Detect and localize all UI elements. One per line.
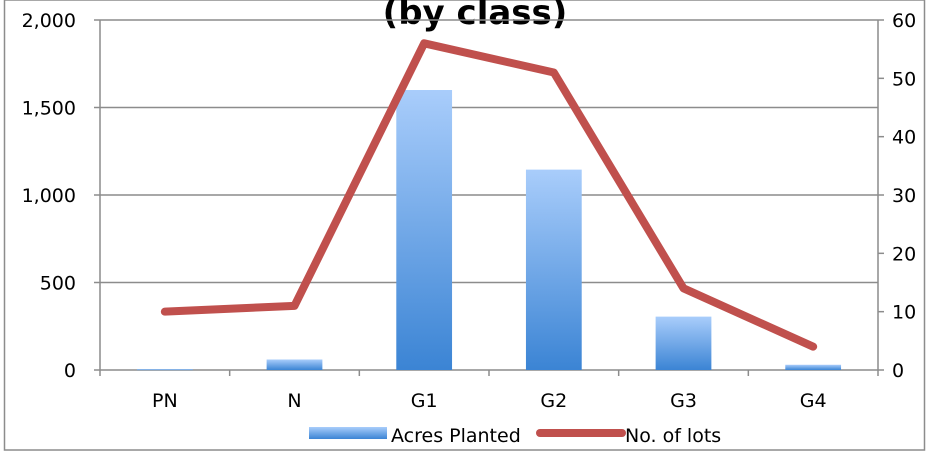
bar-N [267, 360, 323, 371]
y-right-tick-label-3: 30 [892, 185, 916, 207]
y-left-tick-label-4: 2,000 [22, 10, 76, 32]
x-tick-label-N: N [287, 390, 301, 412]
tick-labels: 0 500 1,000 1,500 2,000 0 10 20 30 40 50 60 PN N G1 G2 G… [22, 10, 917, 412]
y-right-tick-label-2: 20 [892, 243, 916, 265]
x-tick-label-PN: PN [152, 390, 178, 412]
y-left-tick-label-2: 1,000 [22, 185, 76, 207]
y-right-tick-label-4: 40 [892, 127, 916, 149]
x-tick-label-G3: G3 [670, 390, 697, 412]
bar-G1 [396, 90, 452, 370]
x-tick-label-G4: G4 [800, 390, 827, 412]
bar-G3 [656, 317, 712, 370]
legend-label-acres-planted: Acres Planted [391, 425, 521, 447]
y-right-tick-label-5: 50 [892, 68, 916, 90]
y-left-tick-label-1: 500 [40, 273, 76, 295]
legend-label-no-of-lots: No. of lots [625, 425, 721, 447]
y-left-tick-label-3: 1,500 [22, 98, 76, 120]
x-tick-label-G2: G2 [540, 390, 567, 412]
y-right-tick-label-6: 60 [892, 10, 916, 32]
legend: Acres Planted No. of lots [309, 425, 721, 447]
bar-G2 [526, 170, 582, 370]
bar-PN [137, 369, 193, 370]
bar-series [137, 90, 841, 370]
legend-swatch-acres-planted [309, 427, 387, 439]
y-right-tick-label-0: 0 [892, 360, 904, 382]
chart-border [5, 0, 925, 450]
bar-G4 [785, 365, 841, 370]
y-right-tick-label-1: 10 [892, 302, 916, 324]
chart-title: (by class) [383, 0, 568, 33]
x-tick-label-G1: G1 [411, 390, 438, 412]
y-left-tick-label-0: 0 [64, 360, 76, 382]
